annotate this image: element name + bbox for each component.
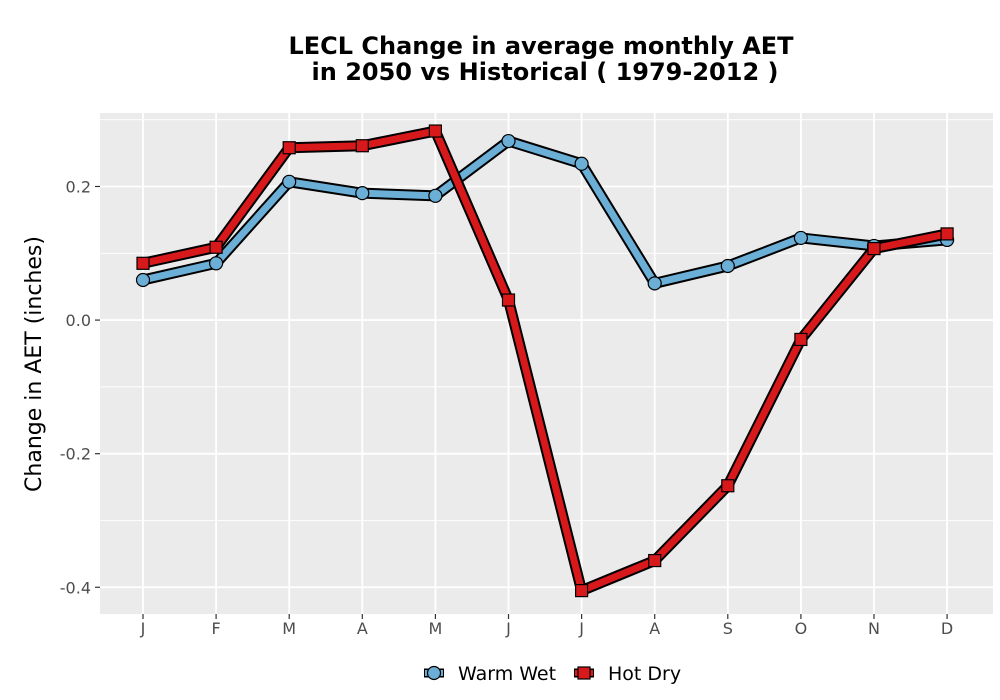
x-tick-label: O [795,619,808,638]
data-point [209,256,224,271]
data-point [428,124,442,138]
legend-swatch-marker [426,665,442,681]
x-tick-label: N [868,619,880,638]
data-point [720,258,735,274]
axes: -0.4 -0.2 0.0 0.2 J F M A M J J A S O N D [60,177,953,638]
y-axis-title: Change in AET (inches) [22,236,47,492]
data-point [209,240,223,254]
x-tick-label: A [357,619,368,638]
y-tick-label: 0.0 [66,311,91,330]
x-tick-label: M [428,619,442,638]
x-tick-label: J [140,619,146,638]
legend-label: Warm Wet [458,663,556,685]
x-tick-label: A [649,619,660,638]
legend-item: Warm Wet [424,663,556,685]
data-point [355,139,369,153]
legend: Warm Wet Hot Dry [424,663,681,685]
data-point [136,256,150,270]
data-point [647,276,662,291]
data-point [501,293,516,307]
data-point [793,230,809,246]
chart-title-line-1: LECL Change in average monthly AET [288,32,794,60]
data-point [282,174,297,189]
legend-swatch-marker [577,666,591,680]
data-point [794,332,808,347]
x-tick-label: F [211,619,220,638]
x-tick-label: J [505,619,511,638]
data-point [574,584,589,598]
series-line [139,127,951,595]
data-point [721,479,735,493]
data-point [135,272,151,288]
data-point [501,133,516,149]
x-tick-label: S [723,619,733,638]
plot-panel [100,113,993,614]
legend-label: Hot Dry [608,663,681,685]
y-tick-label: -0.4 [60,578,91,597]
y-tick-label: 0.2 [66,177,91,196]
series-hot-dry [136,124,954,598]
data-point [648,553,662,568]
data-point [282,141,296,155]
data-point [574,156,589,171]
data-point [355,186,370,201]
data-point [940,227,954,241]
legend-item: Hot Dry [574,663,681,685]
series-warm-wet [135,133,955,291]
x-tick-label: D [941,619,953,638]
x-tick-label: J [578,619,584,638]
chart-title-line-2: in 2050 vs Historical ( 1979-2012 ) [312,58,779,86]
x-tick-label: M [282,619,296,638]
data-point [428,188,443,203]
data-point [867,242,881,256]
series-layer [135,124,955,598]
series-line [139,137,951,287]
y-tick-label: -0.2 [60,445,91,464]
